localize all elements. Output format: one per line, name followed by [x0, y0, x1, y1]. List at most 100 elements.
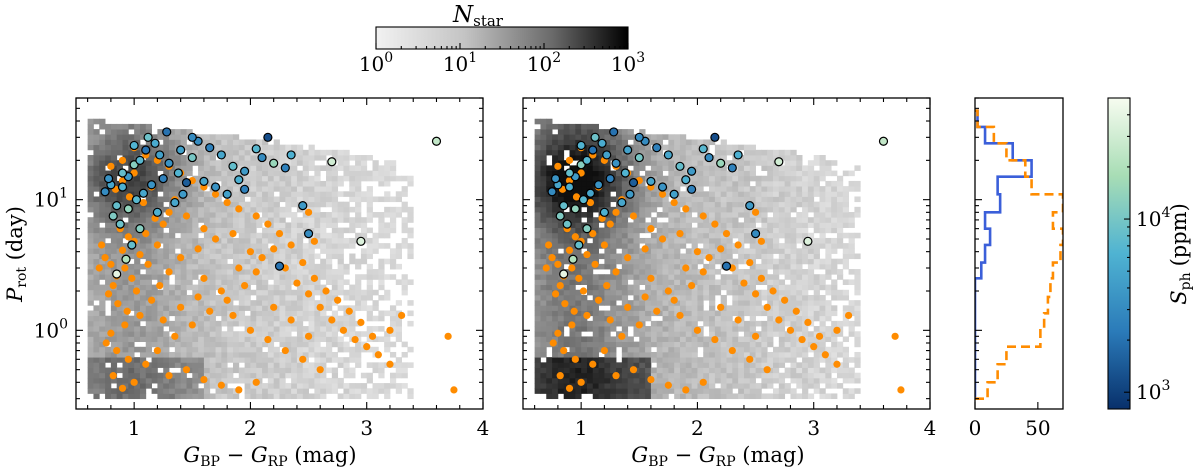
density-cell — [262, 331, 269, 337]
density-cell — [302, 212, 309, 218]
density-cell — [296, 351, 304, 358]
density-cell — [691, 362, 698, 368]
density-cell — [355, 180, 362, 187]
density-cell — [279, 320, 286, 327]
density-cell — [93, 253, 100, 260]
density-cell — [215, 388, 222, 394]
density-cell — [157, 289, 164, 296]
density-cell — [639, 279, 646, 285]
density-cell — [296, 149, 304, 156]
density-cell — [203, 237, 211, 244]
density-cell — [221, 367, 228, 374]
density-cell — [331, 243, 339, 249]
density-cell — [668, 336, 675, 343]
density-cell — [279, 362, 286, 368]
density-cell — [738, 377, 745, 384]
density-cell — [273, 139, 280, 146]
density-cell — [314, 269, 321, 275]
density-cell — [621, 315, 629, 322]
density-cell — [105, 274, 112, 280]
density-cell — [389, 227, 397, 234]
density-cell — [720, 191, 727, 197]
density-cell — [279, 357, 286, 363]
density-cell — [256, 191, 263, 197]
density-cell — [343, 227, 350, 234]
density-cell — [203, 191, 211, 197]
density-cell — [401, 237, 408, 244]
density-cell — [563, 237, 570, 244]
density-cell — [273, 206, 280, 213]
density-cell — [169, 326, 176, 332]
density-cell — [157, 310, 164, 317]
density-cell — [314, 351, 321, 358]
density-cell — [203, 346, 211, 353]
density-cell — [250, 346, 257, 353]
density-cell — [326, 222, 333, 228]
density-cell — [534, 180, 541, 187]
density-cell — [221, 284, 228, 291]
density-cell — [604, 248, 611, 254]
density-cell — [378, 263, 385, 270]
density-cell — [534, 186, 541, 192]
density-cell — [215, 165, 222, 171]
density-cell — [326, 232, 333, 239]
density-cell — [569, 362, 576, 368]
density-cell — [674, 362, 681, 368]
density-cell — [790, 300, 797, 306]
density-cell — [714, 144, 722, 151]
density-cell — [668, 331, 675, 337]
density-cell — [714, 237, 722, 244]
density-cell — [726, 388, 733, 394]
density-cell — [232, 357, 240, 363]
density-cell — [755, 362, 762, 368]
density-cell — [366, 196, 373, 203]
density-cell — [581, 315, 588, 322]
density-cell — [627, 258, 634, 265]
density-cell — [645, 393, 652, 400]
density-cell — [99, 346, 106, 353]
density-cell — [807, 367, 815, 374]
density-cell — [203, 222, 211, 228]
density-cell — [151, 175, 158, 182]
density-cell — [610, 279, 617, 285]
density-cell — [273, 351, 280, 358]
density-cell — [174, 129, 182, 135]
density-cell — [633, 149, 640, 156]
density-cell — [662, 263, 669, 270]
density-cell — [662, 294, 669, 301]
density-cell — [215, 232, 222, 239]
density-cell — [320, 201, 327, 208]
density-cell — [720, 180, 727, 187]
density-cell — [598, 186, 605, 192]
density-cell — [209, 175, 216, 182]
density-cell — [691, 196, 698, 203]
density-cell — [279, 331, 286, 337]
density-cell — [232, 155, 240, 161]
density-cell — [581, 201, 588, 208]
density-cell — [557, 289, 565, 296]
density-cell — [703, 243, 710, 249]
density-cell — [633, 372, 640, 379]
density-cell — [784, 165, 791, 171]
density-cell — [128, 269, 135, 275]
density-cell — [139, 274, 147, 280]
density-cell — [813, 274, 820, 280]
density-cell — [134, 357, 141, 363]
density-cell — [215, 201, 222, 208]
density-cell — [627, 129, 634, 135]
density-cell — [575, 341, 582, 348]
density-cell — [389, 222, 397, 228]
density-cell — [366, 305, 373, 311]
density-cell — [575, 336, 582, 343]
density-cell — [813, 289, 820, 296]
density-cell — [186, 305, 193, 311]
density-cell — [163, 351, 170, 358]
density-cell — [616, 144, 623, 151]
density-cell — [743, 362, 751, 368]
density-cell — [703, 388, 710, 394]
density-cell — [314, 310, 321, 317]
density-cell — [384, 336, 391, 343]
orange-star-point — [118, 156, 127, 164]
sph-star-point — [170, 197, 180, 208]
density-cell — [296, 269, 304, 275]
